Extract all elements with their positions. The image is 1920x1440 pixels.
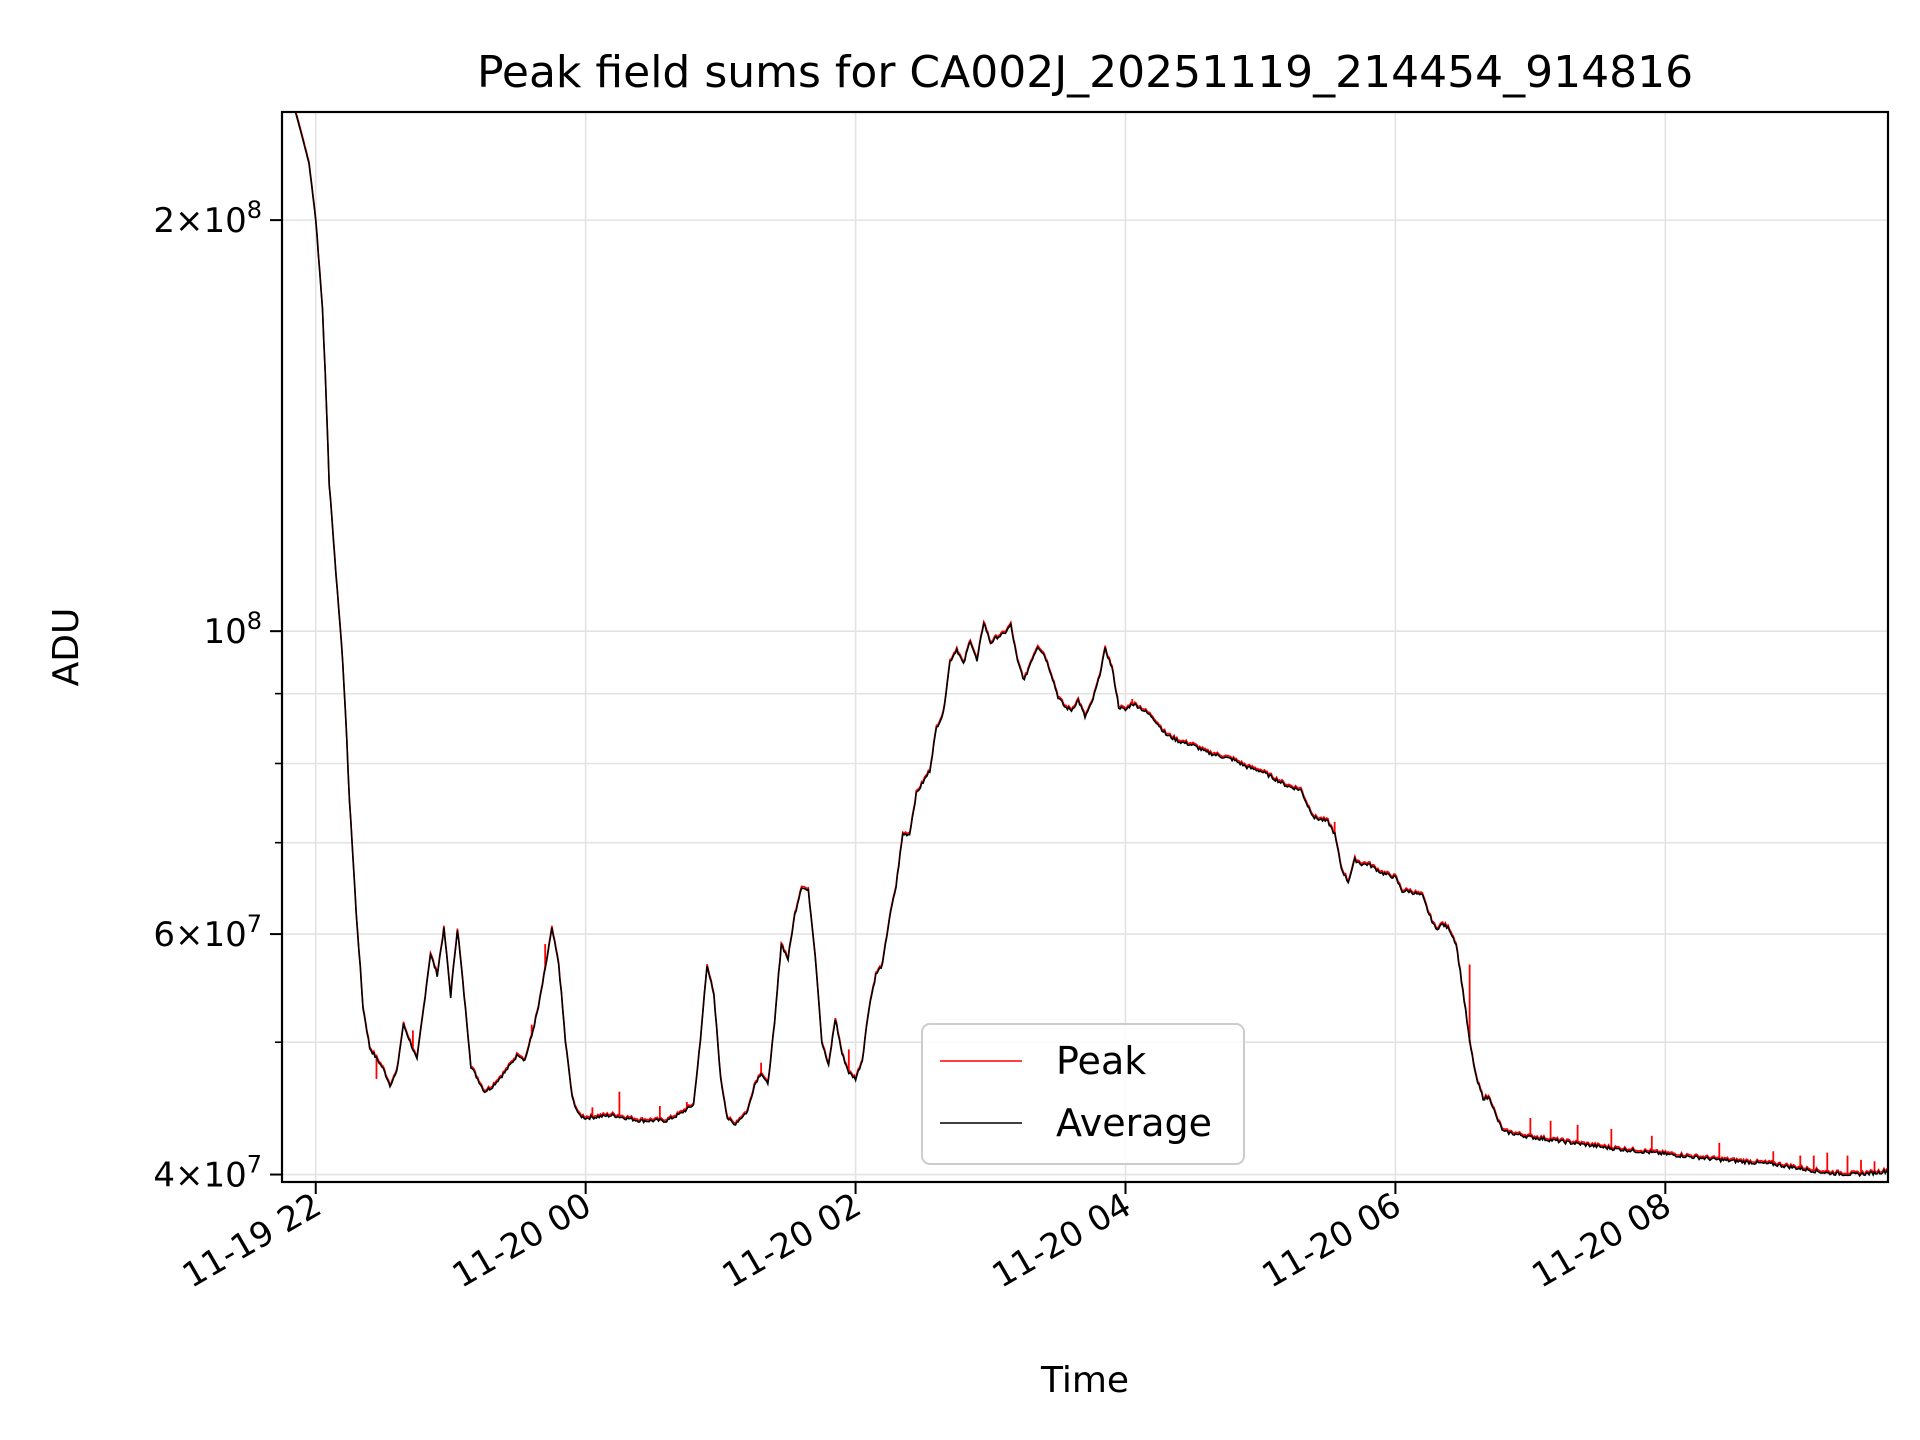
y-tick-base: 10 xyxy=(203,612,246,652)
y-tick-base: 4×10 xyxy=(153,1156,246,1196)
chart-title: Peak field sums for CA002J_20251119_2144… xyxy=(477,47,1693,98)
legend: Peak Average xyxy=(921,1023,1245,1165)
y-tick-exponent: 8 xyxy=(247,196,262,224)
plot-frame xyxy=(280,110,1890,1184)
legend-average-label: Average xyxy=(1056,1101,1212,1145)
x-axis-label: Time xyxy=(1040,1360,1129,1401)
y-tick-base: 6×10 xyxy=(153,915,246,955)
y-tick-label: 2×108 xyxy=(153,196,262,241)
y-tick-exponent: 8 xyxy=(247,607,262,635)
average-series-line xyxy=(282,112,1888,1178)
y-axis-label: ADU xyxy=(46,608,87,687)
y-tick-exponent: 7 xyxy=(247,910,262,938)
y-tick-label: 108 xyxy=(203,607,262,652)
y-tick-base: 2×10 xyxy=(153,201,246,241)
y-tick-exponent: 7 xyxy=(247,1151,262,1179)
y-tick-label: 6×107 xyxy=(153,910,262,955)
y-tick-label: 4×107 xyxy=(153,1151,262,1196)
legend-peak-label: Peak xyxy=(1056,1039,1146,1083)
legend-box xyxy=(921,1023,1245,1165)
series-layer xyxy=(282,112,1888,1178)
